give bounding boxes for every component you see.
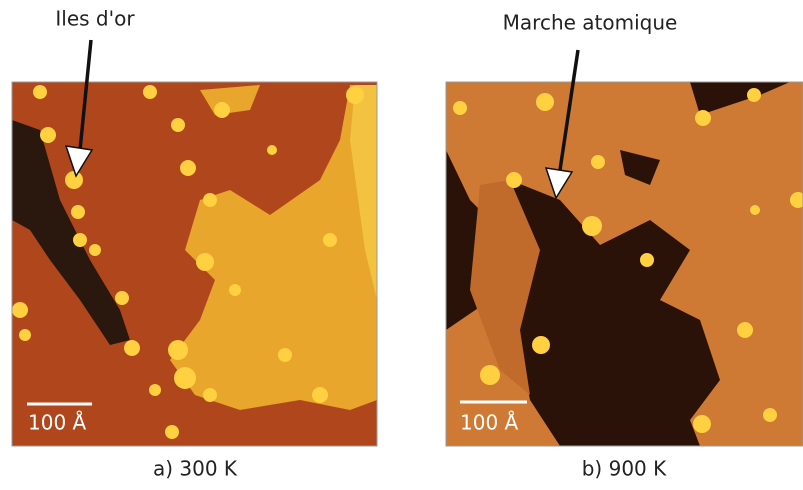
scale-label: 100 Å: [28, 411, 87, 435]
caption: b) 900 K: [582, 457, 667, 481]
page: {"panels": [ {"annotation": "Iles d'or",…: [0, 0, 803, 490]
annotation: Iles d'or: [55, 7, 135, 31]
annotation: Marche atomique: [503, 11, 678, 35]
stm-image-b: [446, 82, 803, 446]
stm-image-a: [12, 82, 377, 446]
caption: a) 300 K: [153, 457, 238, 481]
scale-label: 100 Å: [460, 411, 519, 435]
figure: 100 Å Iles d'or a) 300 K 100 Å Marche at…: [0, 0, 803, 490]
